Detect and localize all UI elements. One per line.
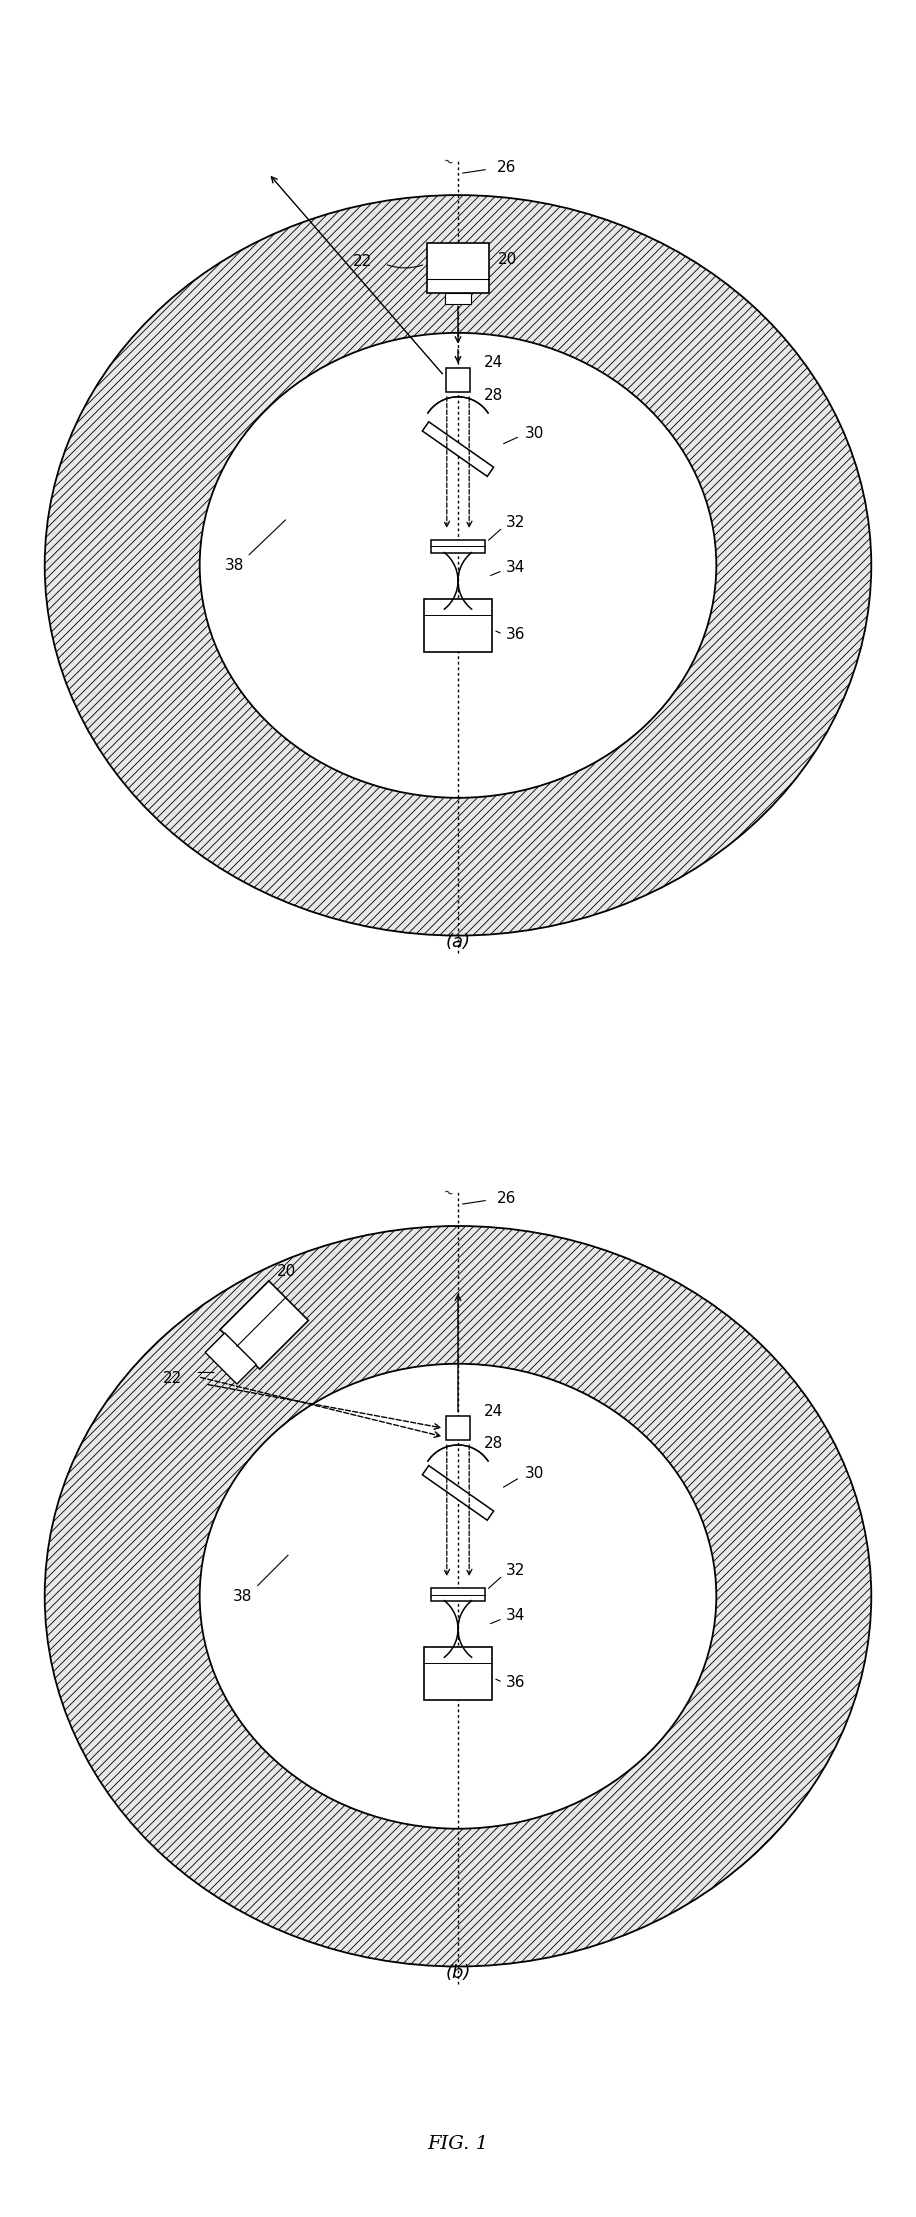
Text: 36: 36 bbox=[506, 627, 525, 641]
Polygon shape bbox=[205, 1332, 256, 1383]
FancyBboxPatch shape bbox=[446, 368, 470, 392]
Text: 26: 26 bbox=[496, 1191, 516, 1206]
Text: 26: 26 bbox=[496, 160, 516, 175]
Text: 28: 28 bbox=[484, 1437, 503, 1452]
Text: FIG. 1: FIG. 1 bbox=[428, 2135, 488, 2153]
Text: 32: 32 bbox=[506, 1563, 525, 1579]
Ellipse shape bbox=[45, 195, 871, 936]
Text: 24: 24 bbox=[484, 1403, 503, 1419]
FancyBboxPatch shape bbox=[431, 539, 485, 554]
Text: 38: 38 bbox=[233, 1590, 253, 1603]
FancyBboxPatch shape bbox=[431, 1587, 485, 1601]
Polygon shape bbox=[422, 421, 494, 477]
Text: 30: 30 bbox=[525, 426, 544, 441]
Text: 22: 22 bbox=[353, 255, 372, 268]
FancyBboxPatch shape bbox=[446, 1417, 470, 1441]
Polygon shape bbox=[220, 1281, 309, 1370]
Ellipse shape bbox=[200, 333, 716, 798]
Text: 34: 34 bbox=[506, 1607, 525, 1623]
Text: ~: ~ bbox=[441, 155, 455, 171]
Text: 34: 34 bbox=[506, 559, 525, 574]
Text: (a): (a) bbox=[445, 933, 471, 951]
Text: 32: 32 bbox=[506, 514, 525, 530]
FancyBboxPatch shape bbox=[445, 293, 471, 304]
Ellipse shape bbox=[45, 1226, 871, 1966]
FancyBboxPatch shape bbox=[424, 599, 492, 652]
Polygon shape bbox=[422, 1465, 494, 1521]
FancyBboxPatch shape bbox=[424, 1647, 492, 1700]
Text: 28: 28 bbox=[484, 388, 503, 403]
Text: 24: 24 bbox=[484, 355, 503, 370]
Text: 38: 38 bbox=[224, 559, 244, 572]
FancyBboxPatch shape bbox=[427, 244, 489, 293]
Text: (b): (b) bbox=[445, 1964, 471, 1982]
Text: 30: 30 bbox=[525, 1465, 544, 1481]
Text: 20: 20 bbox=[497, 253, 517, 268]
Ellipse shape bbox=[200, 1363, 716, 1829]
Text: ~: ~ bbox=[441, 1186, 455, 1202]
Text: 20: 20 bbox=[278, 1264, 297, 1279]
Text: 36: 36 bbox=[506, 1674, 525, 1689]
Text: 22: 22 bbox=[163, 1370, 182, 1386]
